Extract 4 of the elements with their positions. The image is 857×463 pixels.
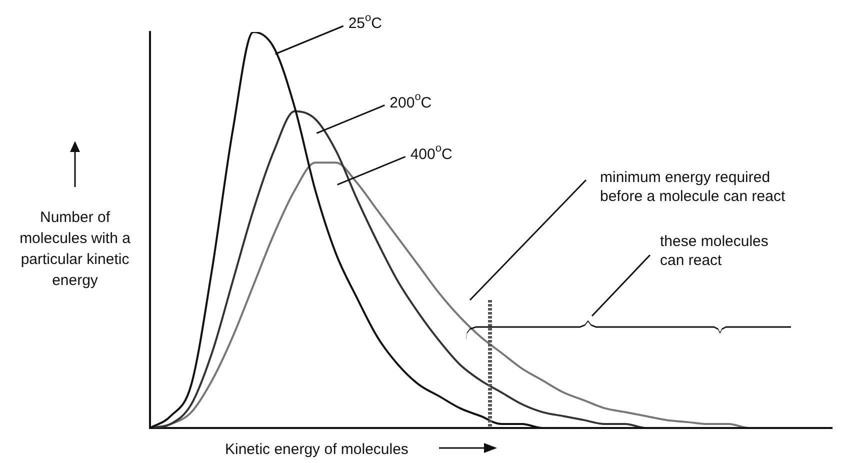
annotation: these molecules can react — [660, 233, 768, 270]
annotation: minimum energy required before a molecule can react — [600, 169, 786, 206]
y-axis-title: Number of molecules with a particular kinetic energy — [20, 209, 132, 290]
x-axis-title: Kinetic energy of molecules — [225, 441, 408, 458]
